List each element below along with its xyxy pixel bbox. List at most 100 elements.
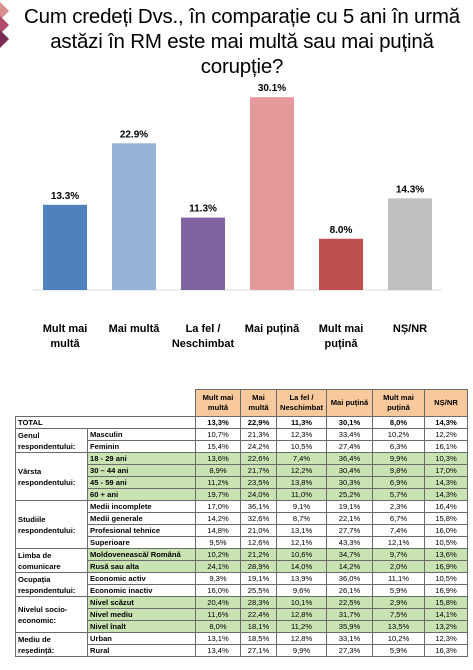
table-row: Rural 13,4% 27,1% 9,9% 27,3% 5,9% 16,3% [16, 644, 468, 657]
cell-value: 2,9% [372, 596, 425, 609]
table-row: Mediu de reședință: Urban 13,1% 18,5% 12,8% 3… [15, 632, 468, 657]
crosstab-table: Mult mai multă Mai multă La fel / Neschi… [15, 389, 468, 657]
cell-value: 14,2% [195, 512, 241, 525]
cell-value: 22,6% [240, 452, 277, 465]
cell-value: 13,3% [195, 416, 241, 429]
cell-value: 36,4% [326, 452, 373, 465]
row-label: Nivel mediu [87, 608, 196, 621]
cell-value: 10,7% [195, 428, 241, 441]
cell-value: 15,4% [195, 440, 241, 453]
cell-value: 22,1% [326, 512, 373, 525]
group-label: Mediu de reședință: [15, 632, 88, 657]
cell-value: 14,1% [424, 608, 468, 621]
cell-value: 24,0% [240, 488, 277, 501]
cell-value: 9,5% [195, 536, 241, 549]
table-header: Mai multă [240, 389, 277, 417]
table-header: La fel / Neschimbat [276, 389, 327, 417]
cell-value: 13,5% [372, 620, 425, 633]
bar-value-label: 30.1% [258, 83, 286, 94]
cell-value: 30,4% [326, 464, 373, 477]
bar-value-label: 22.9% [120, 129, 148, 140]
row-label: Economic inactiv [87, 584, 196, 597]
slide-corner-mark-icon [0, 2, 9, 48]
cell-value: 27,1% [240, 644, 277, 657]
row-label: 30 – 44 ani [87, 464, 196, 477]
table-row: Medii generale 14,2% 32,6% 8,7% 22,1% 6,7% 15,… [16, 512, 468, 525]
group-label: Nivelul socio-economic: [15, 596, 88, 633]
cell-value: 9,6% [276, 584, 327, 597]
cell-value: 22,4% [240, 608, 277, 621]
table-header-row: Mult mai multă Mai multă La fel / Neschi… [15, 389, 468, 417]
cell-value: 21,7% [240, 464, 277, 477]
cell-value: 12,8% [276, 608, 327, 621]
cell-value: 25,2% [326, 488, 373, 501]
row-label: Masculin [87, 428, 196, 441]
cell-value: 14,8% [195, 524, 241, 537]
cell-value: 21,0% [240, 524, 277, 537]
row-label: Profesional tehnice [87, 524, 196, 537]
bar-value-label: 13.3% [51, 191, 79, 202]
cell-value: 8,9% [195, 464, 241, 477]
cell-value: 22,9% [240, 416, 277, 429]
row-label: Urban [87, 632, 196, 645]
cell-value: 35,9% [326, 620, 373, 633]
row-label: 45 - 59 ani [87, 476, 196, 489]
table-row: Genul respondentului: Masculin 10,7% 21,3% 1… [15, 428, 468, 453]
table-header: Mult mai multă [195, 389, 241, 417]
cell-value: 13,4% [195, 644, 241, 657]
cell-value: 13,6% [424, 548, 468, 561]
cell-value: 13,6% [195, 452, 241, 465]
cell-value: 24,2% [240, 440, 277, 453]
table-row: Limba de comunicare Moldovenească/ Română… [15, 548, 468, 573]
table-row: Vârsta respondentului: 18 - 29 ani 13,6% 22… [15, 452, 468, 501]
cell-value: 18,1% [240, 620, 277, 633]
table-row: 30 – 44 ani 8,9% 21,7% 12,2% 30,4% 9,8% 17,0% [16, 464, 468, 477]
cell-value: 17,0% [195, 500, 241, 513]
cell-value: 10,6% [276, 548, 327, 561]
cell-value: 13,8% [276, 476, 327, 489]
cell-value: 12,2% [276, 464, 327, 477]
bar-1 [43, 204, 87, 290]
cell-value: 26,1% [326, 584, 373, 597]
page-title: Cum credeți Dvs., în comparație cu 5 ani… [24, 5, 460, 78]
cell-value: 27,4% [326, 440, 373, 453]
table-header: Mult mai puțină [372, 389, 425, 417]
cell-value: 8,7% [276, 512, 327, 525]
cell-value: 33,1% [326, 632, 373, 645]
cell-value: 18,5% [240, 632, 277, 645]
table-row-total: TOTAL 13,3% 22,9% 11,3% 30,1% 8,0% 14,3% [15, 416, 468, 429]
table-row: Feminin 15,4% 24,2% 10,5% 27,4% 6,3% 16,1% [16, 440, 468, 453]
cell-value: 6,9% [372, 476, 425, 489]
table-row: Superioare 9,5% 12,6% 12,1% 43,3% 12,1% 10,5% [16, 536, 468, 549]
cell-value: 13,9% [276, 572, 327, 585]
cell-value: 30,3% [326, 476, 373, 489]
row-label: Rural [87, 644, 196, 657]
table-row: Rusă sau alta 24,1% 28,9% 14,0% 14,2% 2,0% 16,… [16, 560, 468, 573]
cell-value: 9,9% [276, 644, 327, 657]
row-label: Rusă sau alta [87, 560, 196, 573]
cell-value: 16,3% [424, 644, 468, 657]
row-label: Medii generale [87, 512, 196, 525]
cell-value: 27,3% [326, 644, 373, 657]
cell-value: 13,2% [424, 620, 468, 633]
cell-value: 11,2% [195, 476, 241, 489]
group-label: Ocupația respondentului: [15, 572, 88, 597]
cell-value: 5,7% [372, 488, 425, 501]
cell-value: 2,3% [372, 500, 425, 513]
cell-value: 14,3% [424, 488, 468, 501]
cell-value: 10,2% [372, 428, 425, 441]
table-row: Ocupația respondentului: Economic activ 9,… [15, 572, 468, 597]
cell-value: 9,3% [195, 572, 241, 585]
cell-value: 7,4% [372, 524, 425, 537]
cell-value: 10,5% [424, 536, 468, 549]
cell-value: 8,0% [195, 620, 241, 633]
cell-value: 12,1% [372, 536, 425, 549]
cell-value: 28,9% [240, 560, 277, 573]
cell-value: 9,8% [372, 464, 425, 477]
cell-value: 11,3% [276, 416, 327, 429]
cell-value: 34,7% [326, 548, 373, 561]
cell-value: 19,1% [240, 572, 277, 585]
category-label: NȘ/NR [393, 323, 427, 335]
row-label: Nivel scăzut [87, 596, 196, 609]
cell-value: 9,1% [276, 500, 327, 513]
